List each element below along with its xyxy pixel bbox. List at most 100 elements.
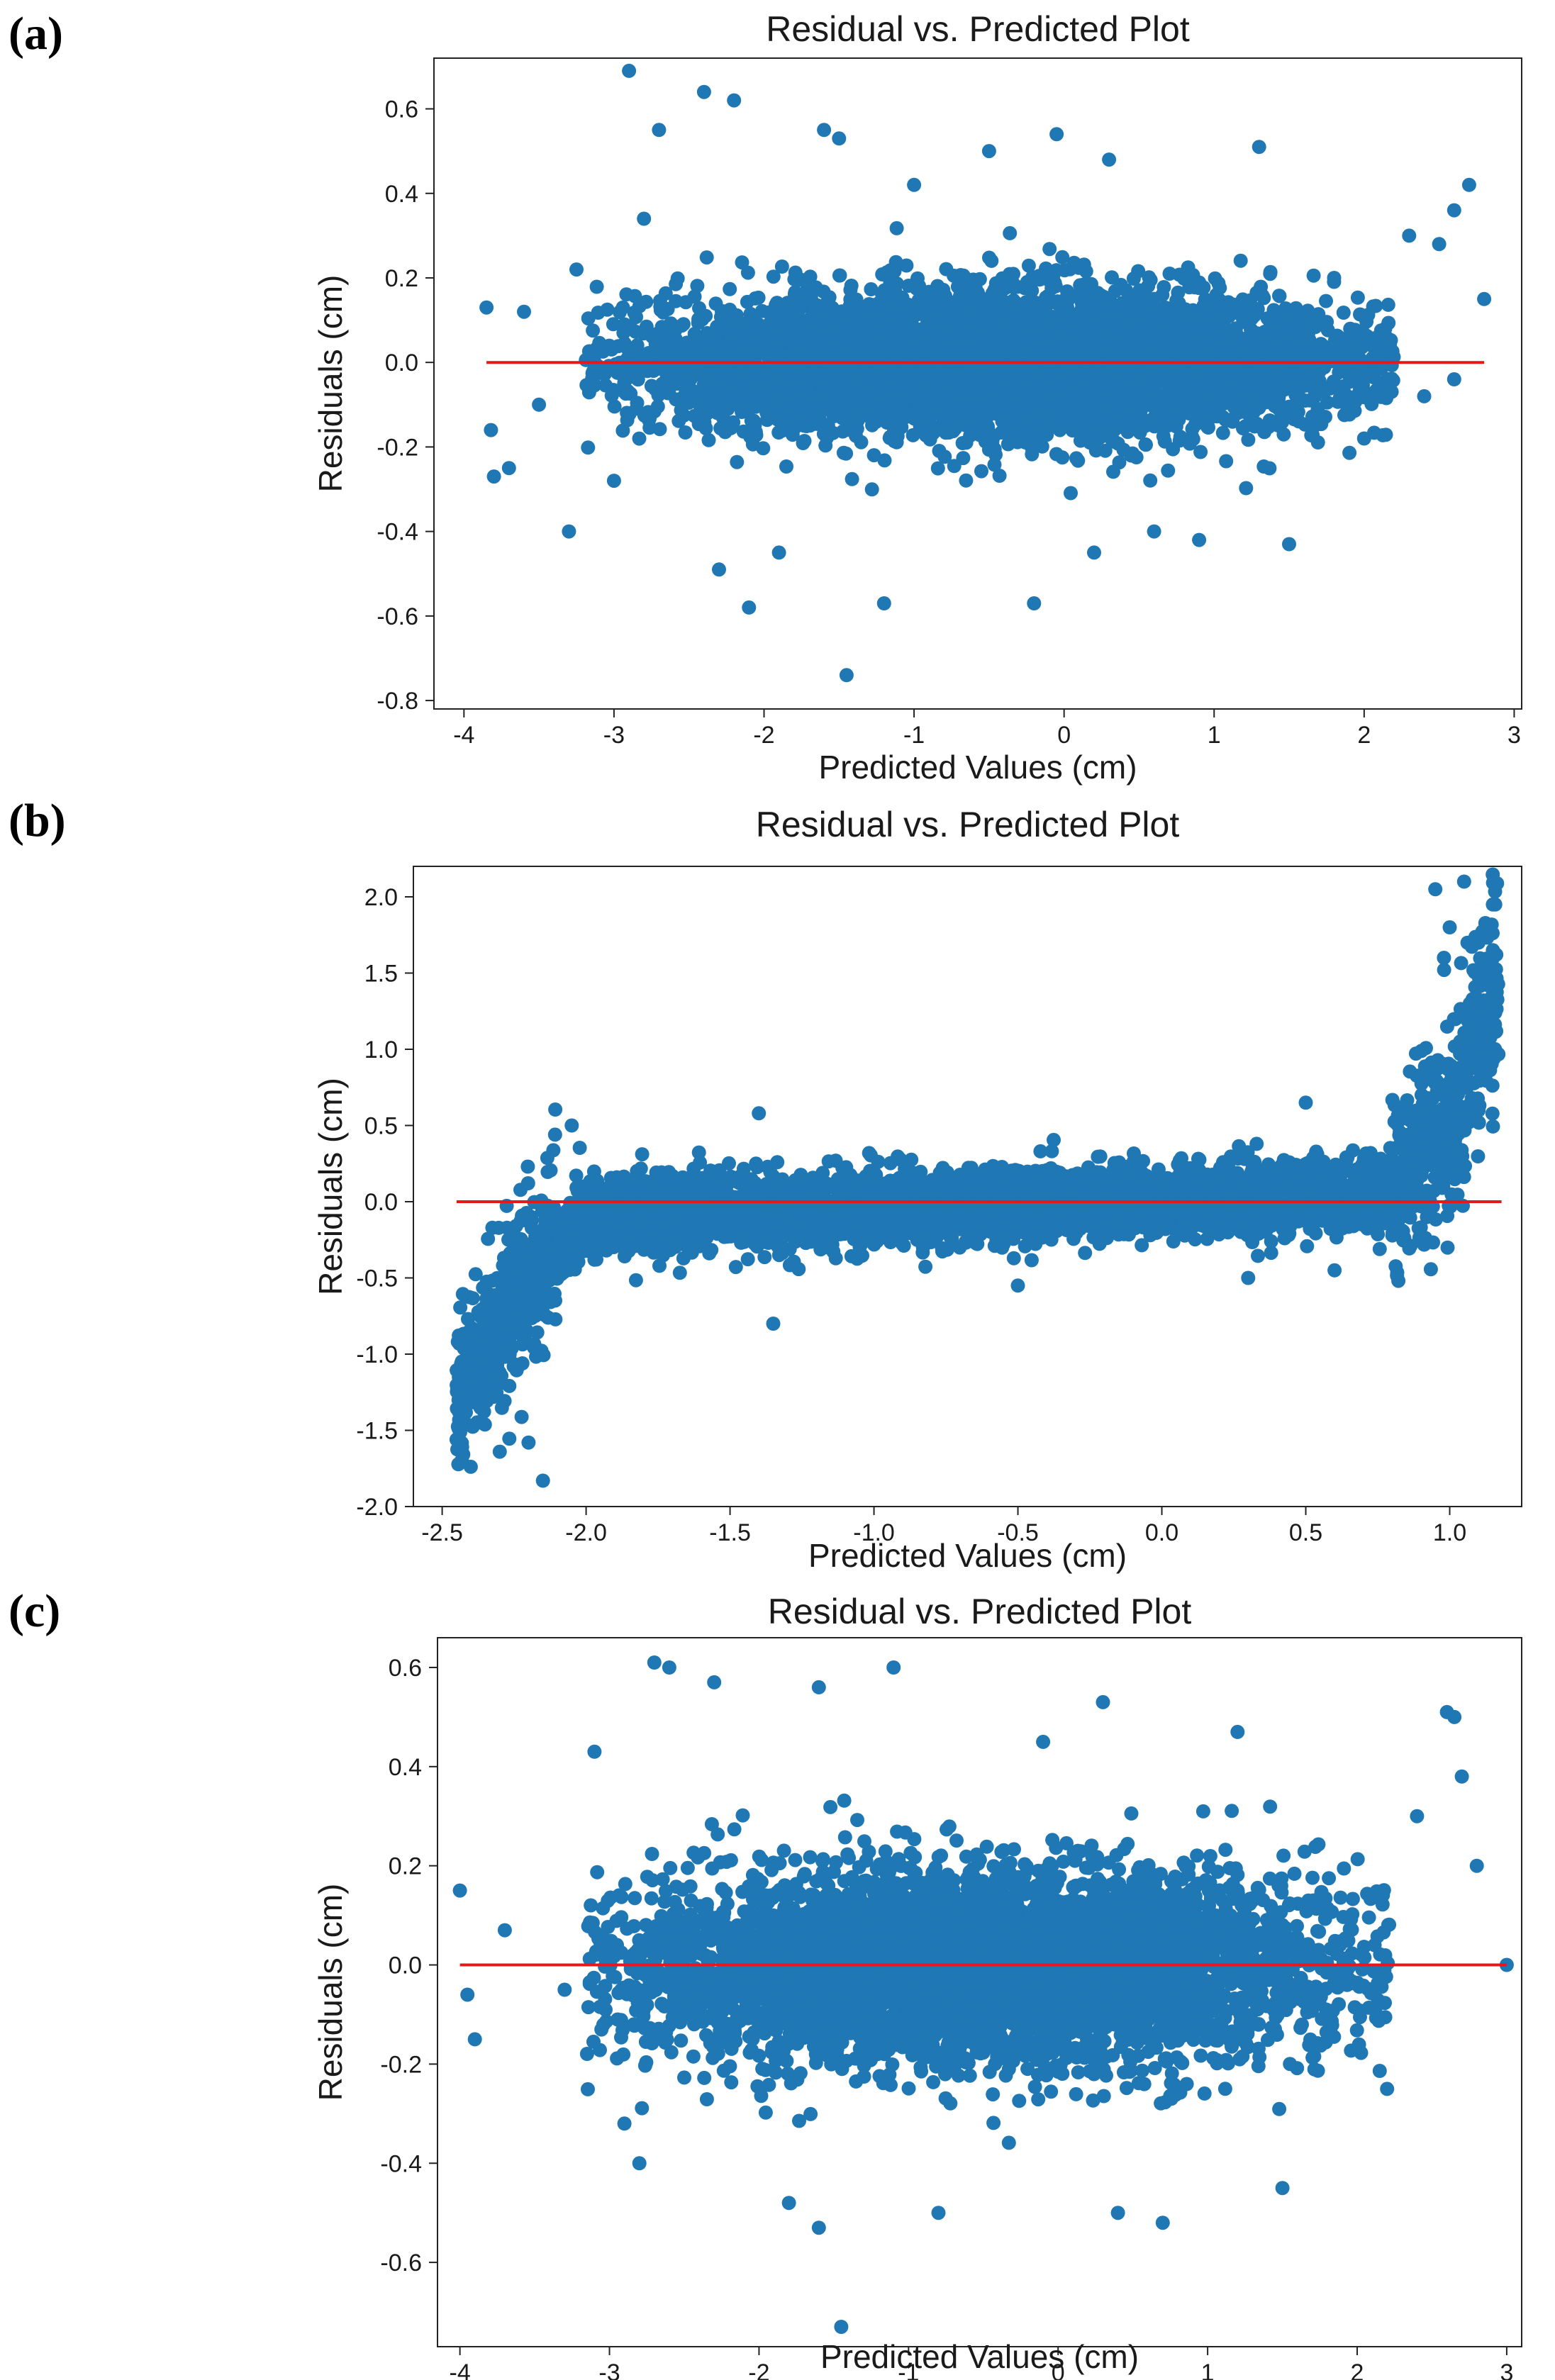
data-point bbox=[988, 334, 1003, 349]
data-point bbox=[868, 330, 883, 345]
data-point bbox=[592, 335, 607, 350]
data-point bbox=[604, 388, 619, 403]
data-point bbox=[995, 271, 1010, 286]
data-point bbox=[1215, 425, 1230, 440]
panel-label-c: (c) bbox=[9, 1585, 61, 1637]
data-point bbox=[1262, 461, 1277, 476]
data-point bbox=[992, 469, 1007, 483]
data-point bbox=[1149, 401, 1164, 416]
data-point bbox=[942, 336, 957, 351]
data-point bbox=[1157, 434, 1172, 449]
data-point bbox=[1198, 408, 1213, 423]
data-point bbox=[1247, 419, 1262, 434]
data-point bbox=[1280, 329, 1295, 344]
data-point bbox=[1247, 308, 1262, 323]
data-point bbox=[756, 441, 771, 456]
data-point bbox=[779, 459, 793, 474]
data-point bbox=[1200, 298, 1215, 313]
data-point bbox=[1017, 281, 1032, 296]
data-point bbox=[730, 454, 745, 469]
data-point bbox=[947, 320, 962, 335]
data-point bbox=[1376, 428, 1390, 442]
data-point bbox=[1384, 371, 1399, 386]
data-point bbox=[1383, 333, 1398, 347]
data-point bbox=[698, 421, 713, 436]
data-point bbox=[1286, 375, 1300, 390]
data-point bbox=[1266, 387, 1281, 402]
data-point bbox=[669, 294, 684, 308]
data-point bbox=[671, 413, 686, 428]
data-point bbox=[1001, 344, 1015, 359]
data-point bbox=[1241, 432, 1256, 447]
data-point bbox=[1186, 268, 1200, 282]
data-point bbox=[766, 269, 781, 284]
data-point bbox=[1347, 323, 1361, 337]
data-point bbox=[931, 404, 946, 419]
data-point bbox=[669, 392, 684, 407]
data-point bbox=[600, 302, 615, 317]
data-point bbox=[1055, 327, 1070, 342]
data-point bbox=[671, 340, 686, 355]
data-point bbox=[948, 413, 963, 428]
data-point bbox=[1225, 414, 1240, 429]
data-point bbox=[1297, 364, 1312, 379]
data-point bbox=[1319, 294, 1333, 308]
data-point bbox=[764, 400, 779, 415]
data-point bbox=[1063, 315, 1078, 330]
data-point bbox=[864, 482, 879, 497]
data-point bbox=[1139, 437, 1153, 452]
data-point bbox=[1162, 267, 1177, 281]
data-point bbox=[893, 418, 908, 432]
data-point bbox=[1279, 401, 1294, 415]
data-point bbox=[1336, 306, 1351, 320]
data-point bbox=[1263, 267, 1278, 281]
data-point bbox=[1350, 290, 1365, 305]
data-point bbox=[723, 420, 738, 435]
data-point bbox=[1266, 303, 1281, 318]
data-point bbox=[870, 301, 885, 315]
data-point bbox=[961, 387, 976, 401]
data-point bbox=[1381, 297, 1395, 312]
data-point bbox=[932, 320, 946, 335]
data-point bbox=[581, 440, 596, 455]
data-point bbox=[1143, 473, 1158, 488]
data-point bbox=[785, 315, 799, 330]
data-point bbox=[1254, 359, 1269, 374]
data-point bbox=[1219, 454, 1234, 469]
data-point bbox=[1112, 455, 1127, 470]
data-point bbox=[847, 393, 862, 408]
data-point bbox=[589, 279, 604, 294]
data-point bbox=[615, 300, 630, 315]
data-point bbox=[837, 311, 852, 326]
data-point bbox=[1154, 329, 1169, 344]
data-point bbox=[1276, 427, 1291, 442]
data-point bbox=[715, 304, 730, 318]
data-point bbox=[1052, 423, 1067, 437]
data-point bbox=[606, 317, 620, 332]
data-point bbox=[687, 408, 702, 423]
data-point bbox=[1006, 267, 1020, 281]
data-point bbox=[825, 425, 840, 440]
data-point bbox=[1147, 291, 1161, 306]
data-point bbox=[1233, 253, 1248, 268]
data-point bbox=[847, 301, 862, 316]
data-point bbox=[1300, 315, 1315, 330]
data-point bbox=[930, 461, 945, 476]
data-point bbox=[1130, 301, 1145, 315]
data-point bbox=[604, 342, 619, 357]
data-point bbox=[723, 281, 737, 296]
data-point bbox=[1105, 270, 1119, 285]
data-point bbox=[1203, 389, 1217, 404]
data-point bbox=[718, 360, 733, 375]
data-points bbox=[479, 63, 1492, 683]
data-point bbox=[832, 268, 847, 283]
data-point bbox=[875, 287, 890, 302]
data-point bbox=[877, 453, 892, 468]
data-point bbox=[701, 432, 716, 447]
data-point bbox=[711, 398, 726, 413]
data-point bbox=[887, 434, 902, 449]
data-point bbox=[713, 421, 728, 436]
data-point bbox=[956, 268, 971, 283]
data-point bbox=[883, 298, 898, 313]
data-point bbox=[628, 289, 642, 303]
